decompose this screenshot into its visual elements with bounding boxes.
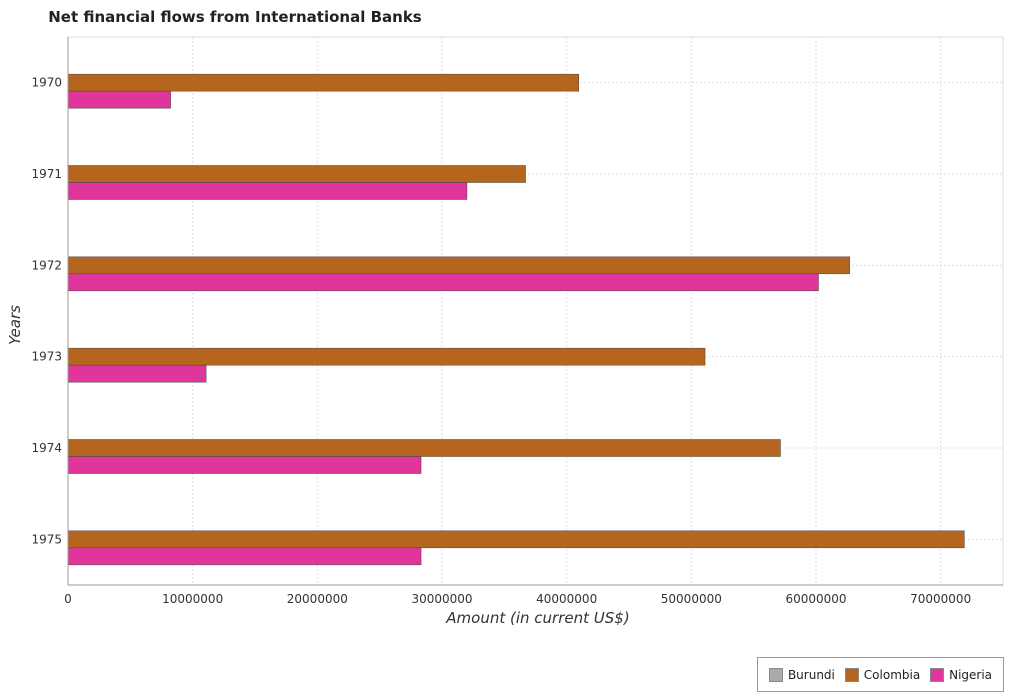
x-tick-label: 70000000 bbox=[910, 592, 971, 606]
x-tick-label: 50000000 bbox=[661, 592, 722, 606]
x-tick-label: 60000000 bbox=[785, 592, 846, 606]
plot-frame bbox=[67, 36, 1004, 586]
y-tick-label: 1973 bbox=[31, 350, 62, 364]
bar-colombia-1974 bbox=[67, 439, 781, 457]
bars bbox=[67, 73, 965, 566]
y-tick-label: 1975 bbox=[31, 532, 62, 546]
legend-item-nigeria: Nigeria bbox=[930, 667, 993, 682]
legend-label-burundi: Burundi bbox=[787, 667, 835, 682]
y-tick-label: 1971 bbox=[31, 167, 62, 181]
x-tick-label: 10000000 bbox=[162, 592, 223, 606]
x-tick-label: 20000000 bbox=[287, 592, 348, 606]
bar-colombia-1973 bbox=[67, 347, 706, 366]
legend-item-burundi: Burundi bbox=[768, 667, 835, 682]
grid-lines bbox=[67, 36, 1004, 586]
legend-swatch-colombia bbox=[844, 667, 859, 682]
x-tick-label: 0 bbox=[64, 592, 72, 606]
bar-nigeria-1970 bbox=[67, 90, 171, 109]
bar-nigeria-1972 bbox=[67, 273, 819, 292]
bar-nigeria-1975 bbox=[67, 547, 422, 566]
bar-nigeria-1974 bbox=[67, 456, 422, 474]
bar-nigeria-1971 bbox=[67, 182, 468, 200]
y-tick-label: 1974 bbox=[31, 441, 62, 455]
y-tick-label: 1972 bbox=[31, 258, 62, 272]
bar-colombia-1971 bbox=[67, 165, 526, 183]
x-axis-title: Amount (in current US$) bbox=[445, 609, 629, 627]
bar-nigeria-1973 bbox=[67, 364, 207, 383]
x-tick-label: 40000000 bbox=[536, 592, 597, 606]
legend-swatch-nigeria bbox=[930, 667, 945, 682]
bar-colombia-1970 bbox=[67, 73, 580, 92]
x-tick-label: 30000000 bbox=[411, 592, 472, 606]
legend: Burundi Colombia Nigeria bbox=[757, 657, 1004, 692]
legend-label-colombia: Colombia bbox=[863, 667, 921, 682]
legend-label-nigeria: Nigeria bbox=[949, 667, 993, 682]
y-axis-title: Years bbox=[6, 305, 24, 345]
chart-title: Net financial flows from International B… bbox=[48, 8, 422, 26]
legend-item-colombia: Colombia bbox=[844, 667, 921, 682]
axes: 0 10000000 20000000 30000000 40000000 5000000… bbox=[31, 37, 1003, 606]
legend-swatch-burundi bbox=[768, 667, 783, 682]
bar-colombia-1975 bbox=[67, 530, 965, 549]
bar-colombia-1972 bbox=[67, 256, 850, 275]
y-tick-label: 1970 bbox=[31, 76, 62, 90]
